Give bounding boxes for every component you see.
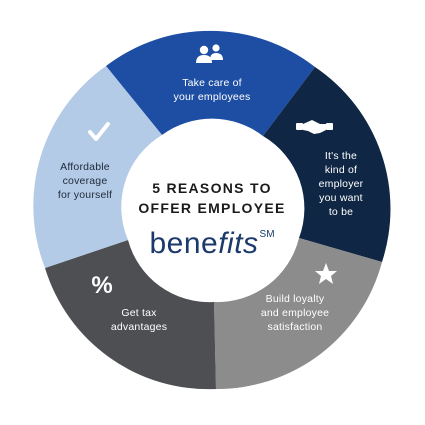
label-line: satisfaction [267, 321, 323, 333]
label-line: advantages [110, 321, 168, 333]
label-line: and employee [260, 307, 330, 319]
label-coverage: Affordable coverage for yourself [48, 160, 122, 202]
label-line: kind of [324, 164, 358, 176]
handshake-icon [296, 120, 333, 134]
label-line: Affordable [60, 161, 110, 173]
segment-kind-employer [263, 67, 391, 262]
segment-coverage [33, 66, 163, 268]
label-line: Take care of [182, 77, 242, 89]
segment-take-care [106, 30, 315, 136]
service-mark: SM [259, 229, 275, 240]
center-title: 5 REASONS TO OFFER EMPLOYEE benefitsSM [132, 178, 292, 261]
label-line: for yourself [57, 189, 113, 201]
svg-text:%: % [91, 272, 112, 299]
headline-line-2: OFFER EMPLOYEE [138, 200, 286, 216]
segment-tax [45, 240, 216, 390]
benefits-wordmark: benefitsSM [132, 218, 292, 261]
label-line: coverage [62, 175, 108, 187]
label-line: Get tax [121, 307, 157, 319]
checkmark-icon [88, 122, 110, 141]
label-line: your employees [173, 91, 251, 103]
label-line: Build loyalty [265, 293, 325, 305]
label-line: to be [328, 206, 354, 218]
label-kind-employer: It's the kind of employer you want to be [306, 149, 376, 219]
wordmark-plain: bene [149, 227, 219, 260]
star-icon [315, 263, 337, 284]
wordmark-italic: fits [218, 227, 259, 260]
segment-loyalty [214, 238, 382, 390]
center-disc [128, 129, 296, 297]
people-icon [196, 44, 223, 63]
label-take-care: Take care of your employees [152, 76, 272, 104]
label-tax: Get tax advantages [94, 306, 184, 334]
headline-line-1: 5 REASONS TO [152, 180, 272, 196]
percent-icon: % [91, 272, 112, 299]
label-line: It's the [324, 150, 358, 162]
label-loyalty: Build loyalty and employee satisfaction [240, 292, 350, 334]
label-line: employer [318, 178, 364, 190]
label-line: you want [319, 192, 363, 204]
